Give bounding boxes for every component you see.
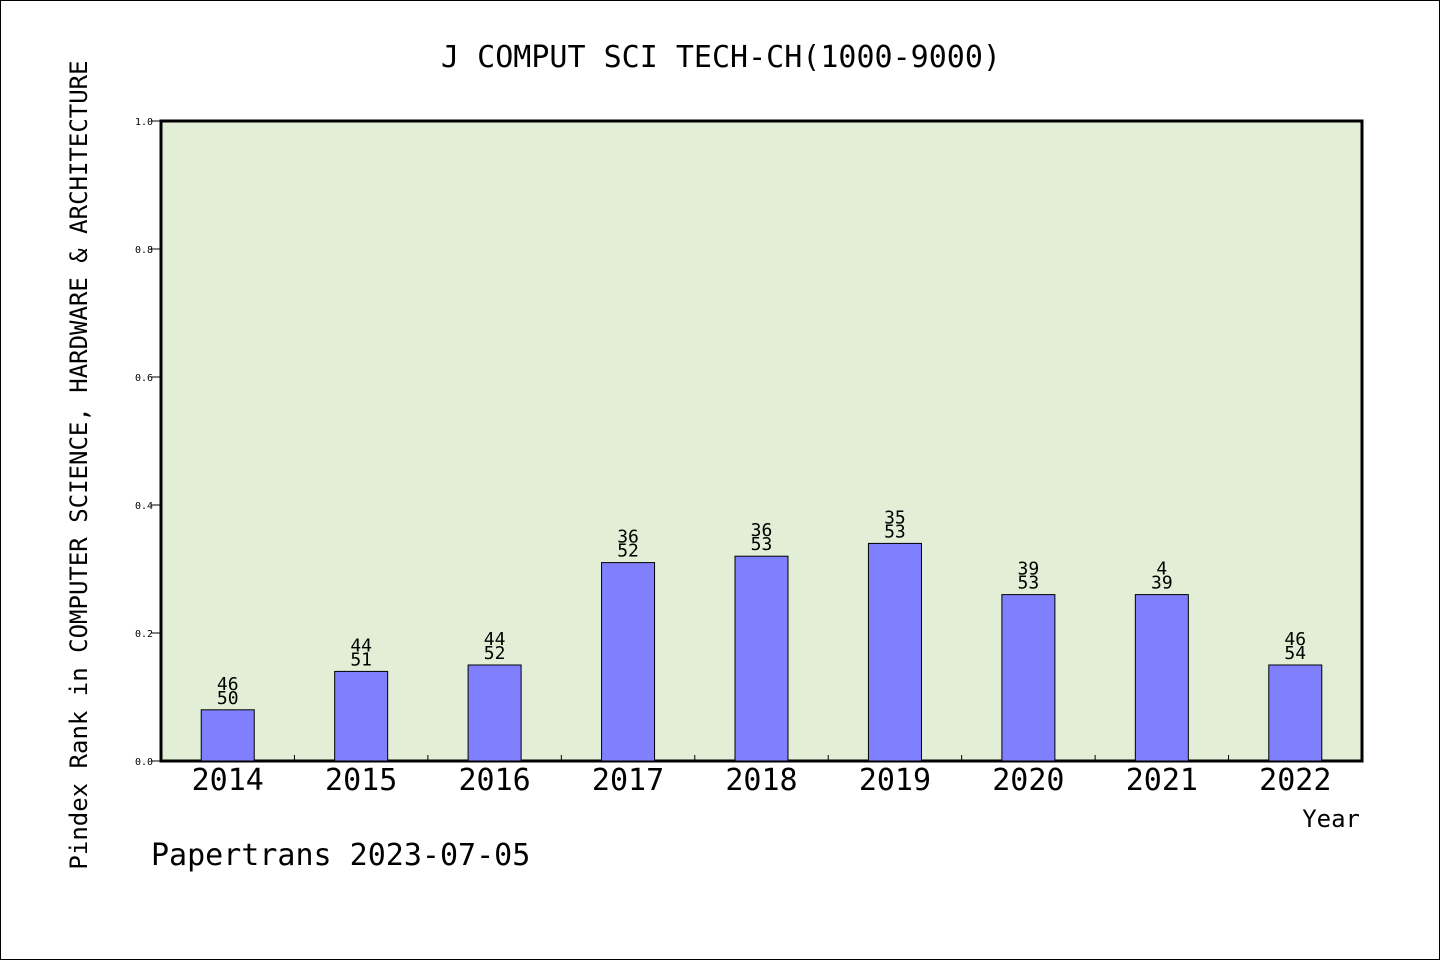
bar-label-bottom-2017: 52 xyxy=(617,541,639,562)
bar-label-bottom-2014: 50 xyxy=(217,688,239,709)
x-tick-label-2022: 2022 xyxy=(1259,763,1331,798)
y-tick-label-4: 0.8 xyxy=(135,245,153,256)
x-tick-label-2021: 2021 xyxy=(1126,763,1198,798)
bar-label-top-2015: 44 xyxy=(350,635,372,656)
x-axis-label: Year xyxy=(1302,805,1360,833)
y-tick-label-0: 0.0 xyxy=(135,757,153,768)
x-tick-label-2017: 2017 xyxy=(592,763,664,798)
y-axis-label: Pindex Rank in COMPUTER SCIENCE, HARDWAR… xyxy=(65,60,93,869)
bar-label-bottom-2018: 53 xyxy=(751,534,773,555)
bar-label-top-2019: 35 xyxy=(884,507,906,528)
bar-label-bottom-2016: 52 xyxy=(484,643,506,664)
bar-2020 xyxy=(1001,594,1056,762)
bar-2016 xyxy=(467,664,522,762)
y-tick-label-3: 0.6 xyxy=(135,373,153,384)
bar-2015 xyxy=(334,670,389,762)
bar-label-bottom-2022: 54 xyxy=(1284,643,1306,664)
x-tick-label-2019: 2019 xyxy=(859,763,931,798)
x-tick-label-2020: 2020 xyxy=(992,763,1064,798)
y-tick-label-1: 0.2 xyxy=(135,629,153,640)
bar-2014 xyxy=(200,709,255,762)
x-tick-label-2016: 2016 xyxy=(458,763,530,798)
bar-label-bottom-2015: 51 xyxy=(350,649,372,670)
x-tick-label-2014: 2014 xyxy=(192,763,264,798)
x-tick-label-2015: 2015 xyxy=(325,763,397,798)
bar-label-top-2022: 46 xyxy=(1284,629,1306,650)
ticks-layer: 2014 2015 2016 2017 2018 2019 2020 2021 2022 0.0 0… xyxy=(135,117,1331,798)
bar-label-top-2014: 46 xyxy=(217,674,239,695)
x-tick-label-2018: 2018 xyxy=(725,763,797,798)
bar-label-top-2018: 36 xyxy=(751,520,773,541)
bar-2022 xyxy=(1268,664,1323,762)
y-tick-label-2: 0.4 xyxy=(135,501,153,512)
bar-label-top-2017: 36 xyxy=(617,527,639,548)
y-tick-label-5: 1.0 xyxy=(135,117,153,128)
footer-text: Papertrans 2023-07-05 xyxy=(151,838,530,873)
bar-2021 xyxy=(1134,594,1189,762)
bar-label-top-2016: 44 xyxy=(484,629,506,650)
bar-2017 xyxy=(601,562,656,762)
bar-label-bottom-2019: 53 xyxy=(884,521,906,542)
bar-label-top-2020: 39 xyxy=(1018,559,1040,580)
bar-2018 xyxy=(734,555,789,762)
bar-2019 xyxy=(867,542,922,762)
chart-title: J COMPUT SCI TECH-CH(1000-9000) xyxy=(441,40,1001,75)
bar-label-bottom-2020: 53 xyxy=(1018,573,1040,594)
bar-label-bottom-2021: 39 xyxy=(1151,573,1173,594)
bar-label-top-2021: 4 xyxy=(1156,559,1167,580)
